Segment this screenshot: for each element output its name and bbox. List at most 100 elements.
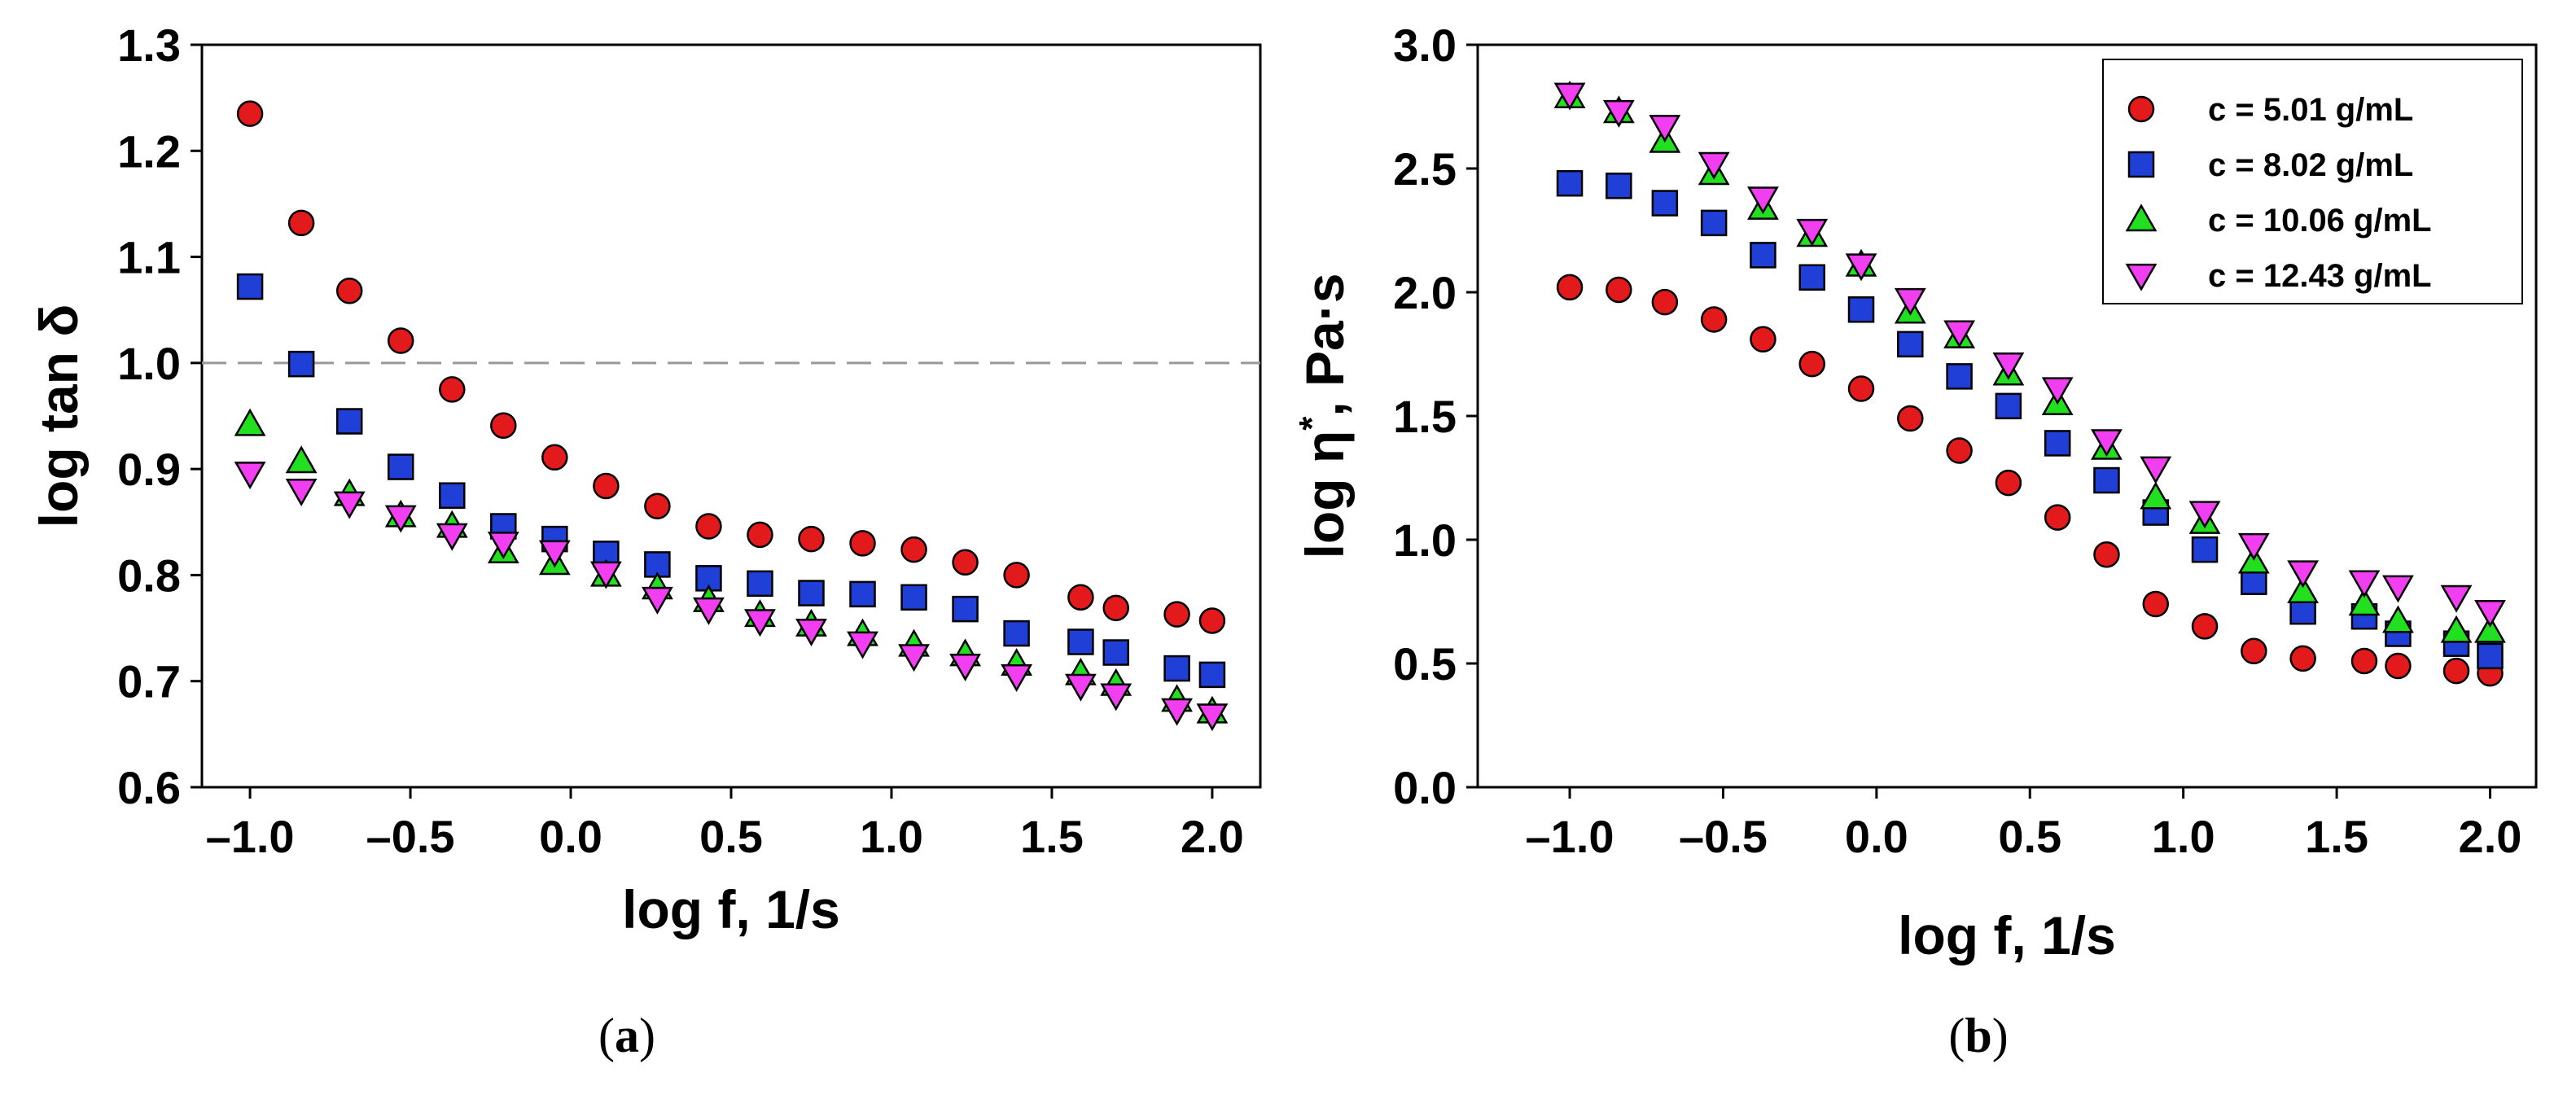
data-point: [2287, 560, 2320, 589]
y-tick-label: 1.0: [117, 338, 181, 389]
legend-marker: [2127, 95, 2155, 123]
x-tick-label: 1.0: [2152, 811, 2215, 862]
data-point: [335, 408, 363, 435]
caption-a: (a): [598, 1009, 655, 1062]
legend-marker: [2125, 204, 2158, 232]
data-points-b: [1553, 81, 2506, 687]
data-point: [1995, 392, 2022, 420]
data-point: [285, 479, 318, 506]
data-point: [487, 532, 519, 560]
x-tick-label: 0.0: [1845, 811, 1908, 862]
data-point: [1845, 253, 1877, 282]
data-point: [1747, 186, 1779, 215]
data-point: [1003, 562, 1030, 589]
data-point: [898, 644, 930, 672]
series-2: [236, 273, 1226, 689]
data-point: [2093, 541, 2120, 568]
data-point: [900, 536, 927, 563]
y-tick-label: 1.3: [117, 20, 181, 71]
data-point: [2044, 430, 2071, 457]
data-point: [1602, 99, 1635, 128]
data-point: [1067, 628, 1094, 655]
data-point: [1553, 82, 1586, 111]
data-point: [1700, 306, 1728, 333]
data-point: [2350, 647, 2378, 675]
data-point: [387, 327, 414, 354]
data-point: [952, 549, 979, 576]
data-point: [747, 570, 773, 598]
data-point: [1556, 274, 1584, 301]
x-tick-label: 0.5: [699, 811, 763, 862]
y-tick-label: 2.5: [1393, 143, 1457, 195]
data-point: [2142, 590, 2170, 618]
data-point: [1992, 352, 2025, 380]
y-tick-label: 2.0: [1393, 267, 1457, 318]
data-point: [695, 513, 722, 540]
y-tick-label: 0.7: [117, 656, 181, 707]
data-point: [1606, 276, 1632, 304]
data-point: [2287, 576, 2320, 604]
y-ticks-a: 0.6 0.7 0.8 0.9 1.0 1.1 1.2 1.3: [117, 20, 202, 813]
data-point: [2440, 615, 2473, 643]
data-point: [849, 580, 876, 608]
data-point: [1163, 655, 1190, 682]
data-point: [1649, 115, 1681, 143]
data-point: [1606, 173, 1632, 199]
data-point: [2191, 536, 2219, 563]
x-ticks-a: –1.0 –0.5 0.0 0.5 1.0 1.5 2.0: [206, 787, 1244, 862]
data-point: [1196, 703, 1229, 732]
y-tick-label: 1.0: [1393, 514, 1457, 566]
data-point: [287, 209, 315, 237]
data-point: [795, 618, 827, 646]
data-point: [2140, 456, 2172, 484]
series-3: [1553, 81, 2506, 643]
data-point: [644, 493, 671, 519]
data-point: [593, 472, 620, 500]
data-point: [2477, 642, 2504, 670]
x-tick-label: –0.5: [1679, 811, 1768, 862]
data-point: [1946, 363, 1973, 390]
legend-label: c = 10.06 g/mL: [2208, 203, 2432, 239]
y-tick-label: 1.5: [1393, 391, 1457, 442]
x-axis-title-b: log f, 1/s: [1898, 905, 2116, 965]
data-point: [2091, 429, 2123, 458]
data-point: [541, 444, 568, 471]
data-point: [2442, 657, 2470, 685]
chart-panel-b: 0.0 0.5 1.0 1.5 2.0 2.5 3.0 –1.0 –0.5 0.0 0.5 1.0 1…: [1292, 20, 2538, 1062]
y-tick-label: 0.0: [1393, 762, 1457, 813]
data-point: [744, 609, 776, 637]
data-point: [1651, 288, 1679, 316]
data-point: [695, 565, 722, 592]
data-point: [1798, 350, 1825, 378]
data-point: [436, 523, 468, 551]
data-point: [641, 586, 673, 615]
y-tick-label: 0.6: [117, 762, 181, 813]
data-point: [1102, 639, 1129, 666]
data-points-a: [234, 100, 1229, 732]
y-axis-title-a: log tan δ: [28, 304, 89, 528]
legend-label: c = 5.01 g/mL: [2208, 92, 2413, 128]
data-point: [1897, 331, 1924, 358]
data-point: [2474, 599, 2506, 628]
x-tick-label: –1.0: [1526, 811, 1614, 862]
data-point: [1750, 242, 1776, 269]
data-point: [900, 584, 927, 611]
x-tick-label: 2.0: [1181, 811, 1244, 862]
x-tick-label: 1.0: [860, 811, 923, 862]
data-point: [798, 525, 825, 553]
data-point: [1897, 405, 1924, 432]
data-point: [589, 561, 622, 589]
data-point: [949, 653, 981, 681]
data-point: [693, 597, 725, 625]
data-point: [490, 412, 517, 439]
data-point: [538, 540, 571, 568]
y-tick-label: 0.5: [1393, 638, 1457, 690]
data-point: [1700, 209, 1728, 237]
legend-marker: [2125, 263, 2158, 291]
data-point: [2289, 598, 2316, 625]
data-point: [2237, 532, 2270, 561]
data-point: [1847, 375, 1875, 402]
data-point: [2041, 377, 2074, 405]
data-point: [849, 530, 876, 557]
data-point: [285, 445, 318, 474]
